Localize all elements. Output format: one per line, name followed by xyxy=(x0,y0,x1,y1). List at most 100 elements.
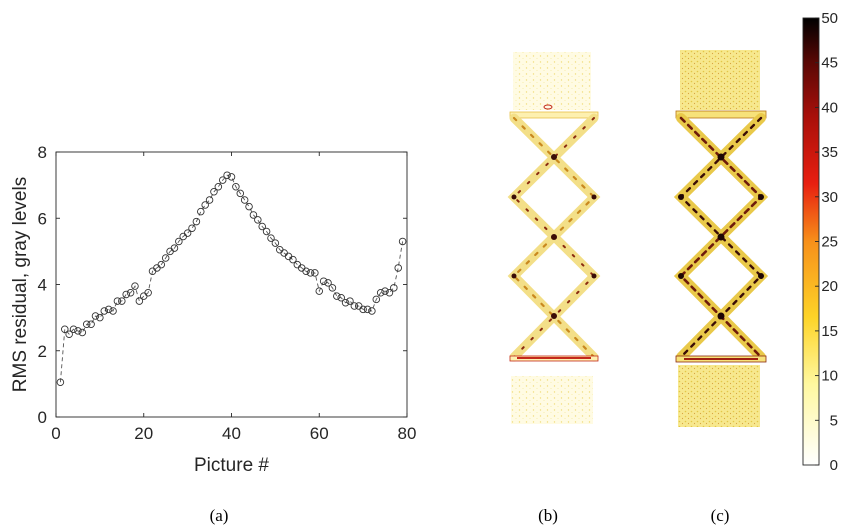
data-point xyxy=(350,302,359,310)
data-point xyxy=(372,295,381,304)
data-point xyxy=(161,254,170,262)
data-point xyxy=(144,289,152,297)
data-point xyxy=(385,289,394,297)
data-point xyxy=(341,298,350,307)
data-point xyxy=(74,327,82,335)
data-point xyxy=(197,207,205,216)
upper-bar-b xyxy=(509,111,599,119)
plot-frame xyxy=(55,151,408,418)
data-point xyxy=(56,378,65,386)
panel-label-c: (c) xyxy=(711,506,730,525)
data-point xyxy=(398,237,407,246)
x-tick-label: 20 xyxy=(134,424,153,443)
data-point xyxy=(368,307,376,315)
panel-label-b: (b) xyxy=(538,506,558,525)
data-point xyxy=(376,289,385,297)
x-axis-ticks: 0 20 40 60 80 xyxy=(51,152,416,443)
data-point xyxy=(315,287,324,295)
data-point xyxy=(324,279,332,287)
data-point xyxy=(249,211,258,219)
data-point xyxy=(126,289,135,297)
data-point xyxy=(205,196,214,204)
data-point xyxy=(218,176,227,184)
upper-grip-b xyxy=(513,52,591,110)
y-tick-label: 0 xyxy=(38,408,47,427)
data-point xyxy=(78,328,87,337)
x-tick-label: 40 xyxy=(222,424,241,443)
data-point xyxy=(122,290,130,299)
colorbar-tick-label: 15 xyxy=(821,323,838,340)
joints-b xyxy=(511,154,597,319)
panel-label-a: (a) xyxy=(210,506,229,525)
upper-bar-c xyxy=(675,110,767,119)
joints-c xyxy=(678,153,764,320)
colorbar-tick-label: 30 xyxy=(821,189,838,206)
data-point xyxy=(82,320,91,329)
data-point xyxy=(319,277,328,285)
data-point xyxy=(346,297,354,305)
data-point xyxy=(240,196,249,204)
data-point xyxy=(390,284,398,292)
data-point xyxy=(232,183,240,191)
data-point xyxy=(100,307,109,315)
colorbar-tick-label: 35 xyxy=(821,144,838,161)
colorbar-tick-label: 45 xyxy=(821,55,838,72)
data-point xyxy=(118,297,126,305)
x-tick-label: 80 xyxy=(398,424,417,443)
y-axis-label: RMS residual, gray levels xyxy=(10,177,31,392)
data-point xyxy=(311,269,319,277)
residual-map-b: (b) xyxy=(507,52,601,525)
data-point xyxy=(65,330,73,338)
grip-mark-b xyxy=(543,104,553,110)
y-axis-ticks: 0 2 4 6 8 xyxy=(38,143,407,427)
data-point xyxy=(245,202,253,211)
data-point xyxy=(236,189,245,198)
data-point xyxy=(192,217,201,226)
data-point xyxy=(227,173,236,181)
y-tick-label: 6 xyxy=(38,209,47,228)
data-point xyxy=(113,297,122,305)
data-point xyxy=(170,244,179,252)
colorbar-tick-label: 10 xyxy=(821,368,838,385)
data-point xyxy=(135,297,144,305)
data-point xyxy=(109,307,117,315)
data-point xyxy=(157,260,166,269)
upper-grip-c xyxy=(680,50,760,110)
data-point xyxy=(289,255,297,264)
y-tick-label: 2 xyxy=(38,342,47,361)
data-point xyxy=(262,227,271,236)
data-point xyxy=(69,325,78,333)
data-point xyxy=(258,222,266,231)
data-point xyxy=(306,269,315,277)
data-point xyxy=(271,239,280,247)
colorbar-tick-label: 40 xyxy=(821,99,838,116)
data-point xyxy=(284,252,293,261)
colorbar-tick-label: 50 xyxy=(821,10,838,27)
data-point xyxy=(267,234,275,242)
series-dashed-line xyxy=(59,174,404,383)
data-point xyxy=(104,305,113,314)
x-axis-label: Picture # xyxy=(194,455,269,476)
y-tick-label: 8 xyxy=(38,143,47,162)
data-point xyxy=(188,224,196,232)
residual-plot: 0 20 40 60 80 0 2 4 6 8 Picture # RMS residual, … xyxy=(10,143,416,525)
data-point xyxy=(175,237,183,246)
data-point xyxy=(381,287,389,295)
data-point xyxy=(337,294,345,302)
data-point xyxy=(201,201,209,209)
x-tick-label: 0 xyxy=(51,424,60,443)
residual-map-c: (c) xyxy=(673,50,769,525)
colorbar-tick-label: 5 xyxy=(830,412,838,429)
colorbar: 0 5 10 15 20 25 30 35 40 45 50 xyxy=(802,10,838,474)
data-point xyxy=(293,260,302,269)
colorbar-ticks: 0 5 10 15 20 25 30 35 40 45 50 xyxy=(815,10,838,474)
data-point xyxy=(363,305,372,314)
data-point xyxy=(61,325,69,333)
data-point xyxy=(87,320,95,329)
data-point xyxy=(214,183,223,191)
data-point xyxy=(333,292,341,300)
data-point xyxy=(302,267,310,276)
x-tick-label: 60 xyxy=(310,424,329,443)
colorbar-tick-label: 25 xyxy=(821,234,838,251)
